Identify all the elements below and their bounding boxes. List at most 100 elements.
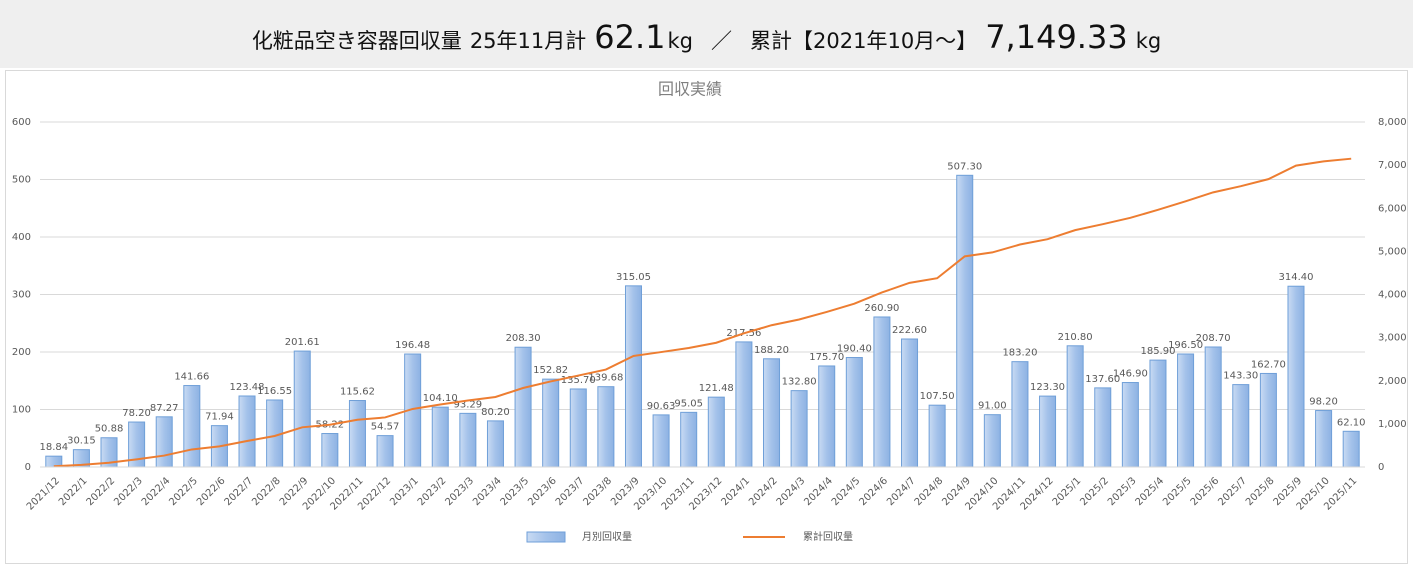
bar (873, 316, 891, 468)
header-total-unit: kg (1135, 29, 1162, 53)
x-tick-label: 2025/7 (1216, 475, 1249, 508)
line (53, 157, 1352, 468)
bar (1259, 372, 1277, 468)
value-label: 208.70 (1196, 333, 1231, 344)
value-label: 190.40 (837, 344, 872, 355)
x-tick-label: 2023/7 (554, 475, 587, 508)
x-tick-label: 2023/5 (499, 475, 532, 508)
x-tick-label: 2022/5 (167, 475, 200, 508)
x-tick-label: 2023/4 (471, 475, 504, 508)
value-label: 314.40 (1278, 272, 1313, 283)
bar (486, 420, 504, 468)
value-label: 137.60 (1085, 374, 1120, 385)
y2-tick-label: 8,000 (1378, 117, 1407, 128)
y2-tick-label: 2,000 (1378, 376, 1407, 387)
value-label: 50.88 (95, 424, 124, 435)
x-tick-label: 2022/1 (57, 475, 90, 508)
bar (1066, 345, 1084, 468)
y-tick-label: 400 (12, 232, 31, 243)
value-label: 146.90 (1113, 369, 1148, 380)
x-tick-label: 2024/3 (775, 475, 808, 508)
x-tick-label: 2022/6 (195, 475, 228, 508)
y-tick-label: 200 (12, 347, 31, 358)
value-label: 78.20 (122, 408, 151, 419)
header-month-unit: kg (667, 29, 694, 53)
bar (735, 341, 753, 468)
value-label: 139.68 (588, 373, 623, 384)
value-label: 141.66 (174, 372, 209, 383)
x-tick-label: 2024/1 (719, 475, 752, 508)
legend-label: 月別回収量 (582, 531, 632, 543)
value-label: 201.61 (285, 337, 320, 348)
value-label: 93.29 (454, 399, 483, 410)
y-tick-label: 500 (12, 175, 31, 186)
bar (1342, 430, 1360, 468)
bar (901, 338, 919, 468)
bar (652, 414, 670, 468)
y2-tick-label: 0 (1378, 462, 1384, 473)
chart-title: 回収実績 (658, 80, 722, 99)
value-label: 95.05 (674, 398, 703, 409)
value-label: 260.90 (864, 303, 899, 314)
value-label: 123.30 (1030, 382, 1065, 393)
value-label: 54.57 (371, 422, 400, 433)
value-label: 208.30 (506, 333, 541, 344)
value-label: 104.10 (423, 393, 458, 404)
value-label: 87.27 (150, 403, 179, 414)
bar (763, 358, 781, 468)
y2-tick-label: 5,000 (1378, 246, 1407, 257)
y2-tick-label: 7,000 (1378, 160, 1407, 171)
x-tick-label: 2025/5 (1161, 475, 1194, 508)
value-label: 132.80 (782, 377, 817, 388)
x-tick-label: 2024/8 (913, 475, 946, 508)
value-label: 185.90 (1140, 346, 1175, 357)
x-tick-label: 2022/8 (250, 475, 283, 508)
value-label: 80.20 (481, 407, 510, 418)
value-label: 123.48 (230, 382, 265, 393)
bar (238, 395, 256, 468)
x-tick-label: 2024/7 (885, 475, 918, 508)
x-tick-label: 2025/1 (1051, 475, 1084, 508)
bar (1149, 359, 1167, 468)
x-tick-label: 2024/5 (830, 475, 863, 508)
bar (1232, 384, 1250, 468)
x-tick-label: 2024/2 (747, 475, 780, 508)
header-month-label: 25年11月計 (469, 29, 587, 53)
x-tick-label: 2024/4 (802, 475, 835, 508)
value-label: 91.00 (978, 401, 1007, 412)
x-tick-label: 2025/8 (1244, 475, 1277, 508)
value-label: 507.30 (947, 161, 982, 172)
bar (983, 414, 1001, 468)
bar (624, 285, 642, 468)
y-tick-label: 600 (12, 117, 31, 128)
value-label: 210.80 (1058, 332, 1093, 343)
header-label: 化粧品空き容器回収量 (251, 29, 462, 53)
value-label: 175.70 (809, 352, 844, 363)
bar (1177, 353, 1195, 468)
chart-panel (5, 70, 1408, 564)
y2-tick-label: 4,000 (1378, 290, 1407, 301)
bar (542, 378, 560, 468)
bar (818, 365, 836, 468)
value-label: 98.20 (1309, 397, 1338, 408)
value-label: 196.50 (1168, 340, 1203, 351)
value-label: 135.70 (561, 375, 596, 386)
x-tick-label: 2023/6 (526, 475, 559, 508)
value-label: 162.70 (1251, 359, 1286, 370)
legend-swatch (526, 531, 566, 543)
bar (1287, 285, 1305, 468)
x-tick-label: 2025/2 (1078, 475, 1111, 508)
x-tick-label: 2021/12 (25, 475, 62, 512)
value-label: 222.60 (892, 325, 927, 336)
bar (321, 433, 339, 468)
bar (1121, 382, 1139, 468)
bar (1094, 387, 1112, 468)
bar (845, 357, 863, 468)
value-label: 152.82 (533, 365, 568, 376)
x-tick-label: 2025/3 (1106, 475, 1139, 508)
value-label: 115.62 (340, 387, 375, 398)
header-total-label: 累計【2021年10月～】 (750, 29, 978, 53)
value-label: 196.48 (395, 340, 430, 351)
legend-label: 累計回収量 (803, 530, 853, 543)
bar (183, 385, 201, 468)
